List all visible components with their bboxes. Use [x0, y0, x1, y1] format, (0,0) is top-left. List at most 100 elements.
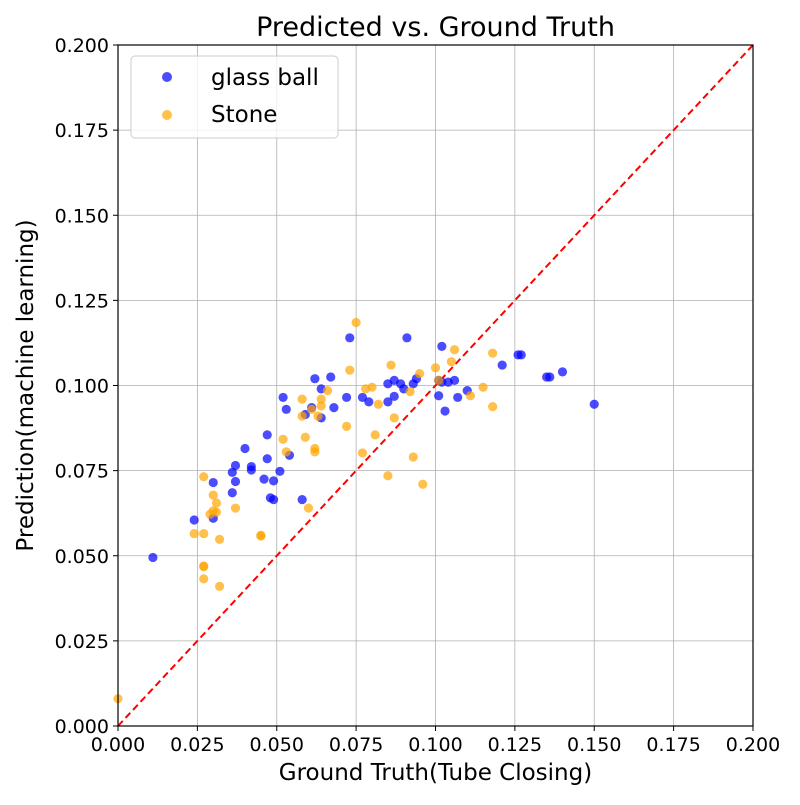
data-point-stone — [256, 531, 266, 541]
data-point-stone — [478, 382, 488, 392]
y-tick-label: 0.050 — [55, 546, 109, 568]
data-point-stone — [351, 317, 361, 328]
data-point-stone — [370, 430, 380, 440]
data-point-stone — [316, 401, 326, 411]
data-point-glass-ball — [383, 397, 393, 407]
x-tick-label: 0.100 — [408, 734, 462, 756]
data-point-glass-ball — [440, 406, 450, 416]
data-point-stone — [297, 411, 307, 421]
x-tick-label: 0.175 — [646, 734, 700, 756]
x-tick-label: 0.050 — [250, 734, 304, 756]
data-point-glass-ball — [329, 403, 339, 413]
data-point-stone — [488, 348, 498, 358]
y-tick-label: 0.125 — [55, 290, 109, 312]
x-axis-label: Ground Truth(Tube Closing) — [279, 760, 592, 786]
data-point-glass-ball — [434, 391, 444, 401]
data-point-stone — [383, 471, 393, 481]
legend-label-stone: Stone — [211, 102, 277, 128]
data-point-glass-ball — [268, 476, 279, 486]
y-tick-label: 0.150 — [55, 205, 109, 227]
data-point-stone — [303, 503, 314, 513]
x-tick-label: 0.025 — [170, 734, 224, 756]
data-point-stone — [189, 529, 199, 539]
data-point-glass-ball — [449, 375, 460, 385]
data-point-stone — [310, 447, 320, 457]
data-point-stone — [199, 472, 209, 482]
x-tick-label: 0.200 — [726, 734, 780, 756]
data-point-stone — [230, 503, 241, 513]
data-point-glass-ball — [589, 399, 599, 409]
y-tick-label: 0.100 — [55, 376, 109, 398]
data-point-glass-ball — [148, 552, 158, 563]
data-point-stone — [199, 574, 209, 584]
data-point-glass-ball — [297, 494, 307, 505]
data-point-glass-ball — [516, 350, 526, 360]
data-point-stone — [389, 413, 399, 423]
data-point-stone — [405, 387, 415, 397]
data-point-glass-ball — [326, 372, 336, 382]
data-point-glass-ball — [208, 477, 218, 488]
x-tick-label: 0.150 — [567, 734, 621, 756]
x-tick-label: 0.000 — [91, 734, 145, 756]
data-point-glass-ball — [310, 374, 320, 384]
data-point-stone — [373, 399, 383, 409]
y-tick-label: 0.075 — [55, 461, 109, 483]
data-point-glass-ball — [240, 443, 250, 454]
data-point-stone — [415, 368, 425, 379]
data-point-stone — [307, 404, 317, 414]
data-point-glass-ball — [230, 476, 241, 487]
data-point-stone — [367, 382, 377, 392]
data-point-stone — [342, 421, 352, 431]
data-point-glass-ball — [227, 488, 237, 498]
data-point-glass-ball — [230, 460, 241, 471]
data-point-glass-ball — [342, 392, 352, 403]
data-point-stone — [278, 434, 288, 444]
data-point-stone — [215, 534, 225, 545]
legend: glass ball Stone — [130, 55, 339, 139]
y-tick-label: 0.175 — [55, 120, 109, 142]
data-point-glass-ball — [281, 404, 291, 414]
data-point-stone — [281, 447, 291, 457]
data-point-glass-ball — [453, 392, 463, 403]
data-point-glass-ball — [262, 430, 272, 440]
data-point-stone — [300, 432, 310, 442]
data-point-stone — [215, 581, 225, 591]
reference-line-layer — [117, 44, 754, 727]
data-point-glass-ball — [189, 515, 199, 525]
data-point-stone — [408, 452, 418, 462]
data-point-glass-ball — [259, 474, 269, 484]
legend-marker-glass-ball — [162, 72, 172, 82]
y-tick-label: 0.200 — [55, 35, 109, 57]
data-point-glass-ball — [345, 333, 355, 343]
data-point-stone — [199, 562, 209, 572]
data-point-stone — [386, 360, 396, 370]
data-point-glass-ball — [402, 333, 412, 343]
y-tick-label: 0.000 — [55, 716, 109, 738]
axis-ticks: 0.000 0.025 0.050 0.075 0.100 0.125 0.150 0.175… — [55, 35, 781, 756]
legend-label-glass-ball: glass ball — [211, 65, 319, 91]
data-point-stone — [357, 448, 368, 458]
data-point-stone — [199, 529, 209, 539]
y-axis-label: Prediction(machine learning) — [13, 219, 39, 551]
data-point-stone — [297, 394, 307, 404]
data-point-stone — [446, 357, 456, 367]
data-point-stone — [418, 479, 428, 489]
data-point-glass-ball — [557, 367, 568, 377]
data-point-glass-ball — [246, 465, 256, 475]
legend-marker-stone — [162, 110, 172, 120]
x-tick-label: 0.125 — [488, 734, 542, 756]
data-point-glass-ball — [275, 466, 285, 476]
data-point-stone — [488, 402, 498, 412]
x-tick-label: 0.075 — [329, 734, 383, 756]
data-point-stone — [211, 498, 222, 508]
data-points — [113, 317, 599, 704]
data-point-glass-ball — [497, 360, 507, 370]
chart-title: Predicted vs. Ground Truth — [256, 12, 615, 43]
data-point-glass-ball — [437, 341, 447, 351]
data-point-stone — [208, 490, 218, 500]
data-point-stone — [434, 375, 444, 385]
data-point-stone — [211, 507, 222, 517]
